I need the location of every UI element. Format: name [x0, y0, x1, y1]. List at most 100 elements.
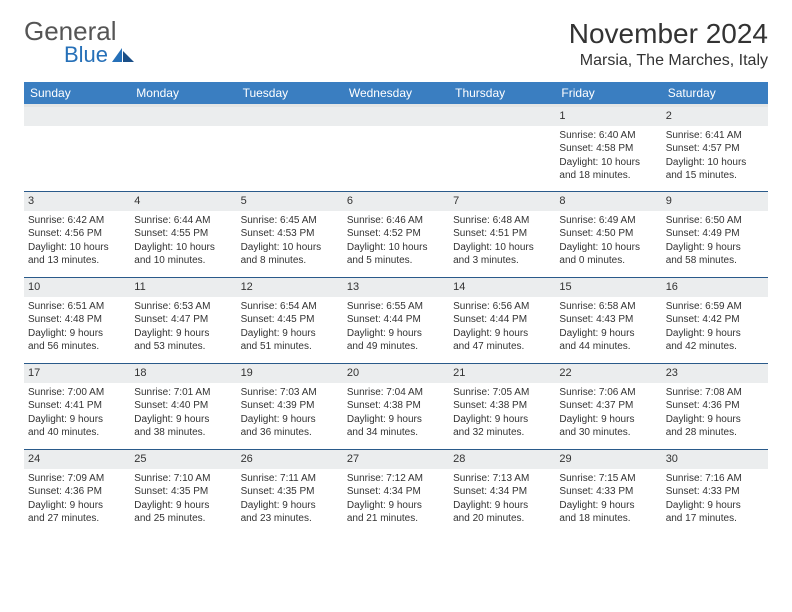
cell-line-daylight1: Daylight: 9 hours: [28, 499, 126, 513]
day-number-empty: [130, 107, 236, 126]
calendar-cell: 16Sunrise: 6:59 AMSunset: 4:42 PMDayligh…: [662, 278, 768, 364]
cell-line-sunrise: Sunrise: 7:12 AM: [347, 472, 445, 486]
day-number: 6: [343, 192, 449, 211]
cell-line-daylight2: and 15 minutes.: [666, 169, 764, 183]
month-title: November 2024: [569, 18, 768, 50]
cell-line-sunrise: Sunrise: 6:59 AM: [666, 300, 764, 314]
day-number: 17: [24, 364, 130, 383]
day-number: 30: [662, 450, 768, 469]
calendar-body: 1Sunrise: 6:40 AMSunset: 4:58 PMDaylight…: [24, 106, 768, 536]
cell-line-sunset: Sunset: 4:56 PM: [28, 227, 126, 241]
cell-line-daylight1: Daylight: 10 hours: [134, 241, 232, 255]
calendar-cell: 26 Sunrise: 7:11 AMSunset: 4:35 PMDayligh…: [237, 450, 343, 536]
cell-line-daylight1: Daylight: 9 hours: [134, 327, 232, 341]
cell-details: Sunrise: 6:49 AMSunset: 4:50 PMDaylight:…: [559, 214, 657, 268]
cell-line-sunset: Sunset: 4:53 PM: [241, 227, 339, 241]
cell-details: Sunrise: 6:44 AMSunset: 4:55 PMDaylight:…: [134, 214, 232, 268]
cell-line-daylight1: Daylight: 9 hours: [453, 327, 551, 341]
cell-line-sunrise: Sunrise: 6:53 AM: [134, 300, 232, 314]
calendar-cell: 14Sunrise: 6:56 AMSunset: 4:44 PMDayligh…: [449, 278, 555, 364]
cell-line-sunrise: Sunrise: 6:44 AM: [134, 214, 232, 228]
cell-line-daylight1: Daylight: 9 hours: [134, 413, 232, 427]
cell-line-daylight1: Daylight: 9 hours: [453, 499, 551, 513]
day-number: 15: [555, 278, 661, 297]
cell-details: Sunrise: 6:40 AMSunset: 4:58 PMDaylight:…: [559, 129, 657, 183]
cell-line-sunset: Sunset: 4:45 PM: [241, 313, 339, 327]
calendar-cell: 17 Sunrise: 7:00 AMSunset: 4:41 PMDayligh…: [24, 364, 130, 450]
cell-line-daylight1: Daylight: 9 hours: [134, 499, 232, 513]
cell-line-sunrise: Sunrise: 7:06 AM: [559, 386, 657, 400]
calendar-cell: 3Sunrise: 6:42 AMSunset: 4:56 PMDaylight…: [24, 192, 130, 278]
weekday-header: Monday: [130, 82, 236, 106]
cell-line-sunset: Sunset: 4:34 PM: [453, 485, 551, 499]
cell-line-daylight2: and 53 minutes.: [134, 340, 232, 354]
calendar-cell: [343, 106, 449, 192]
cell-details: Sunrise: 7:08 AMSunset: 4:36 PMDaylight:…: [666, 386, 764, 440]
day-number: 20: [343, 364, 449, 383]
header: General Blue November 2024 Marsia, The M…: [24, 18, 768, 70]
cell-line-sunrise: Sunrise: 6:58 AM: [559, 300, 657, 314]
weekday-header-row: Sunday Monday Tuesday Wednesday Thursday…: [24, 82, 768, 106]
cell-line-daylight2: and 25 minutes.: [134, 512, 232, 526]
weekday-header: Sunday: [24, 82, 130, 106]
cell-line-daylight1: Daylight: 9 hours: [559, 499, 657, 513]
cell-details: Sunrise: 6:41 AMSunset: 4:57 PMDaylight:…: [666, 129, 764, 183]
day-number: 13: [343, 278, 449, 297]
cell-line-sunset: Sunset: 4:34 PM: [347, 485, 445, 499]
calendar-cell: 24Sunrise: 7:09 AMSunset: 4:36 PMDayligh…: [24, 450, 130, 536]
cell-details: Sunrise: 7:11 AMSunset: 4:35 PMDaylight:…: [241, 472, 339, 526]
day-number: 26: [237, 450, 343, 469]
calendar-cell: 8Sunrise: 6:49 AMSunset: 4:50 PMDaylight…: [555, 192, 661, 278]
cell-line-sunrise: Sunrise: 7:10 AM: [134, 472, 232, 486]
day-number: 4: [130, 192, 236, 211]
calendar-cell: 28Sunrise: 7:13 AMSunset: 4:34 PMDayligh…: [449, 450, 555, 536]
weekday-header: Wednesday: [343, 82, 449, 106]
logo-sail-icon: [112, 48, 134, 62]
cell-line-daylight1: Daylight: 9 hours: [241, 327, 339, 341]
calendar-cell: [24, 106, 130, 192]
cell-line-sunset: Sunset: 4:35 PM: [134, 485, 232, 499]
cell-details: Sunrise: 6:58 AMSunset: 4:43 PMDaylight:…: [559, 300, 657, 354]
cell-line-sunset: Sunset: 4:48 PM: [28, 313, 126, 327]
calendar-cell: 5 Sunrise: 6:45 AMSunset: 4:53 PMDaylight…: [237, 192, 343, 278]
cell-line-daylight2: and 0 minutes.: [559, 254, 657, 268]
cell-line-sunset: Sunset: 4:44 PM: [453, 313, 551, 327]
day-number: 16: [662, 278, 768, 297]
day-number: 5: [237, 192, 343, 211]
cell-details: Sunrise: 6:46 AMSunset: 4:52 PMDaylight:…: [347, 214, 445, 268]
cell-line-sunset: Sunset: 4:49 PM: [666, 227, 764, 241]
cell-line-sunrise: Sunrise: 6:45 AM: [241, 214, 339, 228]
day-number: 2: [662, 107, 768, 126]
cell-line-sunrise: Sunrise: 6:42 AM: [28, 214, 126, 228]
day-number-empty: [343, 107, 449, 126]
cell-line-daylight2: and 10 minutes.: [134, 254, 232, 268]
calendar-cell: 1Sunrise: 6:40 AMSunset: 4:58 PMDaylight…: [555, 106, 661, 192]
cell-line-daylight2: and 21 minutes.: [347, 512, 445, 526]
cell-line-sunset: Sunset: 4:47 PM: [134, 313, 232, 327]
cell-line-daylight2: and 47 minutes.: [453, 340, 551, 354]
cell-details: Sunrise: 7:00 AMSunset: 4:41 PMDaylight:…: [28, 386, 126, 440]
weekday-header: Thursday: [449, 82, 555, 106]
cell-line-daylight1: Daylight: 10 hours: [559, 156, 657, 170]
cell-line-sunrise: Sunrise: 7:11 AM: [241, 472, 339, 486]
cell-details: Sunrise: 7:01 AMSunset: 4:40 PMDaylight:…: [134, 386, 232, 440]
calendar-cell: 7Sunrise: 6:48 AMSunset: 4:51 PMDaylight…: [449, 192, 555, 278]
cell-line-sunset: Sunset: 4:35 PM: [241, 485, 339, 499]
calendar-row: 24Sunrise: 7:09 AMSunset: 4:36 PMDayligh…: [24, 450, 768, 536]
cell-line-daylight2: and 44 minutes.: [559, 340, 657, 354]
day-number: 7: [449, 192, 555, 211]
cell-line-daylight2: and 42 minutes.: [666, 340, 764, 354]
cell-line-daylight1: Daylight: 10 hours: [241, 241, 339, 255]
cell-line-sunset: Sunset: 4:57 PM: [666, 142, 764, 156]
cell-line-sunrise: Sunrise: 7:05 AM: [453, 386, 551, 400]
cell-line-daylight2: and 3 minutes.: [453, 254, 551, 268]
cell-line-daylight2: and 40 minutes.: [28, 426, 126, 440]
cell-line-sunset: Sunset: 4:51 PM: [453, 227, 551, 241]
cell-line-daylight1: Daylight: 9 hours: [347, 413, 445, 427]
calendar-table: Sunday Monday Tuesday Wednesday Thursday…: [24, 82, 768, 536]
cell-line-daylight1: Daylight: 9 hours: [241, 499, 339, 513]
cell-line-sunset: Sunset: 4:39 PM: [241, 399, 339, 413]
weekday-header: Saturday: [662, 82, 768, 106]
cell-line-sunset: Sunset: 4:37 PM: [559, 399, 657, 413]
day-number: 21: [449, 364, 555, 383]
